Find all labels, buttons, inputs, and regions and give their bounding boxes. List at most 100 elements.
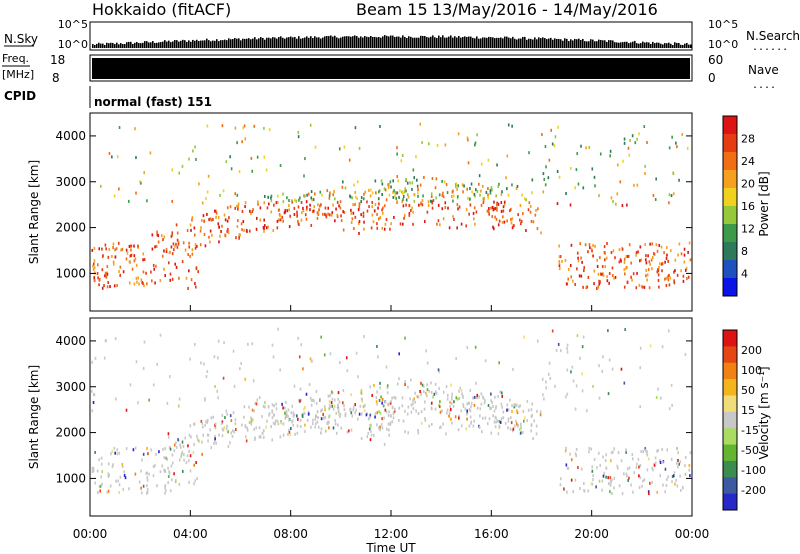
- echo-cell: [101, 482, 103, 486]
- echo-cell: [689, 451, 692, 455]
- noise-bar: [454, 36, 456, 48]
- echo-cell: [653, 252, 655, 256]
- echo-cell: [565, 446, 567, 450]
- echo-cell: [608, 281, 610, 285]
- echo-cell: [369, 438, 372, 442]
- echo-cell: [516, 409, 518, 413]
- echo-cell: [476, 396, 479, 400]
- echo-cell: [577, 466, 579, 470]
- noise-bar: [382, 36, 384, 48]
- echo-cell: [293, 212, 296, 216]
- echo-cell: [300, 343, 303, 347]
- echo-cell: [201, 201, 204, 205]
- echo-cell: [194, 243, 197, 247]
- noise-bar: [298, 36, 300, 48]
- echo-cell: [116, 448, 119, 452]
- noise-bar: [210, 41, 212, 48]
- noise-bar: [358, 37, 360, 48]
- echo-cell: [336, 213, 339, 217]
- echo-cell: [97, 276, 99, 280]
- echo-cell: [264, 224, 266, 228]
- echo-cell: [194, 479, 197, 483]
- noise-bar: [578, 38, 580, 48]
- noise-bar: [414, 37, 416, 48]
- echo-cell: [93, 246, 96, 250]
- echo-cell: [465, 224, 468, 228]
- echo-cell: [170, 245, 173, 249]
- echo-cell: [226, 219, 229, 223]
- echo-cell: [346, 369, 349, 373]
- echo-cell: [316, 420, 319, 424]
- echo-cell: [602, 474, 605, 478]
- echo-cell: [332, 407, 335, 411]
- echo-cell: [687, 250, 689, 254]
- noise-bar: [544, 38, 546, 48]
- echo-cell: [571, 279, 574, 283]
- x-tick-label: 12:00: [374, 527, 409, 541]
- echo-cell: [618, 260, 621, 264]
- echo-cell: [581, 260, 583, 264]
- echo-cell: [174, 480, 177, 484]
- echo-cell: [276, 219, 279, 223]
- noise-right-tick-bottom: 10^0: [708, 38, 738, 51]
- echo-cell: [609, 478, 612, 482]
- noise-bar: [304, 37, 306, 48]
- echo-cell: [187, 444, 189, 448]
- echo-cell: [295, 199, 298, 203]
- echo-cell: [644, 172, 646, 176]
- echo-cell: [248, 420, 251, 424]
- echo-cell: [620, 459, 623, 463]
- echo-cell: [452, 404, 455, 408]
- echo-cell: [246, 426, 249, 430]
- echo-cell: [182, 241, 185, 245]
- echo-cell: [664, 260, 666, 264]
- noise-bar: [104, 44, 106, 48]
- noise-bar: [98, 42, 100, 48]
- colorbar-swatch: [723, 346, 737, 364]
- echo-cell: [514, 404, 517, 408]
- echo-cell: [94, 481, 97, 485]
- echo-cell: [566, 392, 569, 396]
- echo-cell: [634, 141, 637, 145]
- echo-cell: [277, 194, 279, 198]
- echo-cell: [328, 399, 331, 403]
- echo-cell: [540, 231, 542, 235]
- echo-cell: [299, 424, 302, 428]
- echo-cell: [569, 452, 571, 456]
- echo-cell: [232, 349, 235, 353]
- echo-cell: [560, 477, 562, 481]
- noise-bar: [224, 39, 226, 48]
- noise-bar: [676, 42, 678, 48]
- echo-cell: [332, 426, 335, 430]
- echo-cell: [157, 234, 160, 238]
- echo-cell: [105, 247, 107, 251]
- echo-cell: [384, 408, 387, 412]
- echo-cell: [512, 367, 514, 371]
- noise-bar: [128, 41, 130, 48]
- echo-cell: [627, 255, 629, 259]
- echo-cell: [200, 419, 203, 423]
- echo-cell: [185, 276, 188, 280]
- echo-cell: [431, 206, 434, 210]
- echo-cell: [179, 445, 182, 449]
- echo-cell: [351, 217, 354, 221]
- noise-bar: [530, 38, 532, 48]
- echo-cell: [668, 146, 671, 150]
- noise-bar: [352, 36, 354, 48]
- echo-cell: [480, 189, 482, 193]
- echo-cell: [666, 253, 668, 257]
- echo-cell: [146, 471, 149, 475]
- echo-cell: [498, 361, 500, 365]
- echo-cell: [444, 201, 447, 205]
- echo-cell: [684, 472, 687, 476]
- echo-cell: [520, 222, 522, 226]
- echo-cell: [511, 404, 513, 408]
- echo-cell: [235, 427, 237, 431]
- echo-cell: [94, 271, 96, 275]
- noise-search-label: N.Search: [746, 29, 800, 43]
- echo-cell: [219, 234, 221, 238]
- echo-cell: [604, 265, 607, 269]
- echo-cell: [371, 200, 374, 204]
- echo-cell: [212, 217, 214, 221]
- echo-cell: [333, 190, 335, 194]
